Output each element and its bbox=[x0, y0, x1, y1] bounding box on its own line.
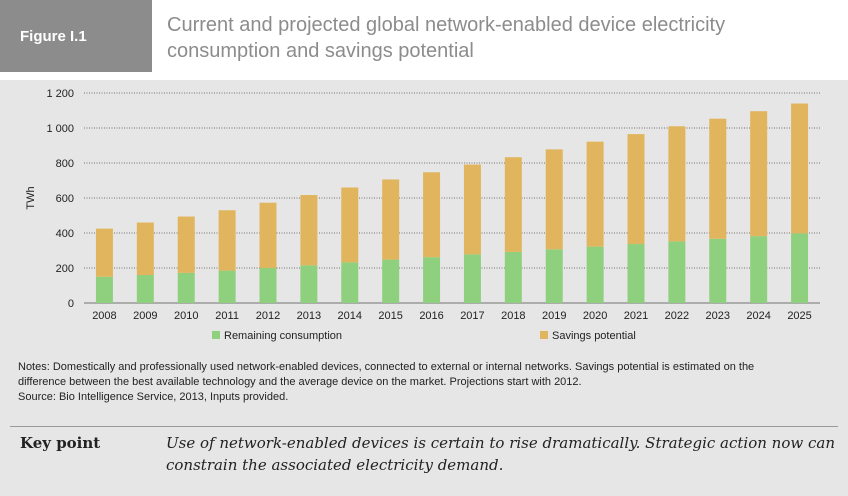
figure-title-line-1: Current and projected global network-ena… bbox=[167, 14, 726, 36]
bar-remaining-consumption bbox=[423, 257, 441, 303]
bar-savings-potential bbox=[668, 126, 686, 242]
x-tick-label: 2014 bbox=[338, 310, 362, 322]
bar-remaining-consumption bbox=[382, 259, 400, 303]
legend-swatch bbox=[212, 331, 220, 339]
key-point-text: Use of network-enabled devices is certai… bbox=[166, 434, 835, 474]
x-tick-label: 2013 bbox=[297, 310, 321, 322]
notes-line-2: difference between the best available te… bbox=[18, 376, 582, 388]
bar-remaining-consumption bbox=[791, 233, 809, 303]
key-point-divider bbox=[10, 426, 838, 427]
x-tick-label: 2010 bbox=[174, 310, 198, 322]
bar-savings-potential bbox=[750, 111, 768, 237]
bar-remaining-consumption bbox=[463, 254, 481, 303]
bar-remaining-consumption bbox=[95, 276, 113, 303]
x-tick-label: 2008 bbox=[92, 310, 116, 322]
bar-savings-potential bbox=[463, 164, 481, 255]
y-tick-label: 0 bbox=[68, 298, 74, 310]
legend-label: Savings potential bbox=[552, 330, 636, 342]
x-tick-label: 2023 bbox=[706, 310, 730, 322]
x-tick-label: 2024 bbox=[746, 310, 770, 322]
notes-line-1: Notes: Domestically and professionally u… bbox=[18, 361, 755, 373]
x-tick-label: 2025 bbox=[787, 310, 811, 322]
key-point-box: Key point Use of network-enabled devices… bbox=[0, 420, 848, 496]
bar-remaining-consumption bbox=[545, 249, 563, 303]
x-tick-label: 2020 bbox=[583, 310, 607, 322]
bar-savings-potential bbox=[423, 172, 441, 258]
bar-remaining-consumption bbox=[259, 268, 277, 303]
x-tick-label: 2012 bbox=[256, 310, 280, 322]
x-tick-label: 2009 bbox=[133, 310, 157, 322]
x-tick-label: 2019 bbox=[542, 310, 566, 322]
bar-savings-potential bbox=[545, 149, 563, 250]
bar-remaining-consumption bbox=[341, 262, 359, 303]
x-tick-label: 2022 bbox=[665, 310, 689, 322]
bar-savings-potential bbox=[709, 118, 727, 239]
bar-remaining-consumption bbox=[627, 244, 645, 303]
y-tick-label: 400 bbox=[56, 228, 74, 240]
source-line: Source: Bio Intelligence Service, 2013, … bbox=[18, 391, 289, 403]
y-axis-label: TWh bbox=[25, 186, 37, 209]
legend-label: Remaining consumption bbox=[224, 330, 342, 342]
bar-remaining-consumption bbox=[709, 238, 727, 303]
bar-savings-potential bbox=[791, 103, 809, 234]
bar-savings-potential bbox=[259, 202, 277, 268]
y-tick-label: 1 200 bbox=[46, 88, 74, 100]
x-tick-label: 2018 bbox=[501, 310, 525, 322]
x-tick-label: 2011 bbox=[215, 310, 239, 322]
bar-remaining-consumption bbox=[750, 236, 768, 303]
x-tick-label: 2017 bbox=[460, 310, 484, 322]
y-tick-label: 600 bbox=[56, 193, 74, 205]
bar-remaining-consumption bbox=[218, 270, 236, 303]
figure-header: Figure I.1 Current and projected global … bbox=[0, 0, 848, 80]
bar-savings-potential bbox=[341, 187, 359, 263]
bar-savings-potential bbox=[586, 141, 604, 247]
key-point-label: Key point bbox=[20, 434, 101, 452]
x-tick-label: 2016 bbox=[419, 310, 443, 322]
bar-remaining-consumption bbox=[586, 246, 604, 303]
bar-remaining-consumption bbox=[504, 251, 522, 303]
y-tick-label: 1 000 bbox=[46, 123, 74, 135]
bar-savings-potential bbox=[177, 216, 195, 273]
bar-savings-potential bbox=[627, 134, 645, 245]
bar-savings-potential bbox=[382, 179, 400, 260]
bar-remaining-consumption bbox=[136, 275, 154, 303]
bar-savings-potential bbox=[136, 222, 154, 275]
figure-title-line-2: consumption and savings potential bbox=[167, 40, 474, 62]
legend-swatch bbox=[540, 331, 548, 339]
bar-savings-potential bbox=[95, 228, 113, 277]
y-tick-label: 800 bbox=[56, 158, 74, 170]
figure-tag: Figure I.1 bbox=[0, 0, 152, 72]
x-tick-label: 2021 bbox=[624, 310, 648, 322]
y-tick-label: 200 bbox=[56, 263, 74, 275]
bar-savings-potential bbox=[504, 157, 522, 252]
chart: 0 200 400 600 800 1 000 1 200 TWh 2008 2009 2010 20… bbox=[25, 88, 820, 342]
bar-remaining-consumption bbox=[668, 241, 686, 303]
chart-panel: 0 200 400 600 800 1 000 1 200 TWh 2008 2009 2010 20… bbox=[0, 80, 848, 420]
bar-savings-potential bbox=[300, 195, 318, 266]
chart-notes: Notes: Domestically and professionally u… bbox=[18, 360, 838, 405]
bar-remaining-consumption bbox=[300, 265, 318, 303]
figure-title: Current and projected global network-ena… bbox=[167, 12, 837, 64]
bar-savings-potential bbox=[218, 210, 236, 271]
bar-remaining-consumption bbox=[177, 272, 195, 303]
x-tick-label: 2015 bbox=[378, 310, 402, 322]
